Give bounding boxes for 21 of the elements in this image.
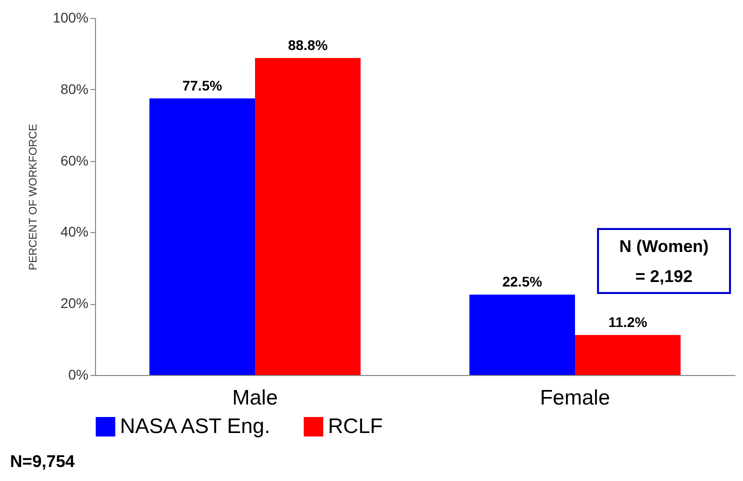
x-tick-label: Female [540,386,610,410]
data-label: 77.5% [182,77,223,94]
bar [149,98,255,375]
y-tick-label: 80% [60,80,88,97]
bar [469,294,575,375]
data-label: 11.2% [608,314,648,330]
annotation: N (Women) = 2,192 [597,228,731,294]
y-tick-label: 40% [60,224,88,240]
x-tick-label: Male [232,386,278,410]
data-label: 22.5% [502,274,543,290]
bar [255,58,361,375]
bar [575,335,681,375]
y-tick-label: 0% [68,366,88,382]
y-axis-title: PERCENT OF WORKFORCE [28,124,40,270]
data-label: 88.8% [288,36,328,53]
y-tick-label: 100% [52,10,88,26]
text: N=9,754 [10,452,75,472]
legend-label: RCLF [328,414,383,438]
y-tick-label: 20% [60,295,88,312]
y-tick-label: 60% [60,152,88,168]
legend-label: NASA AST Eng. [120,414,270,438]
